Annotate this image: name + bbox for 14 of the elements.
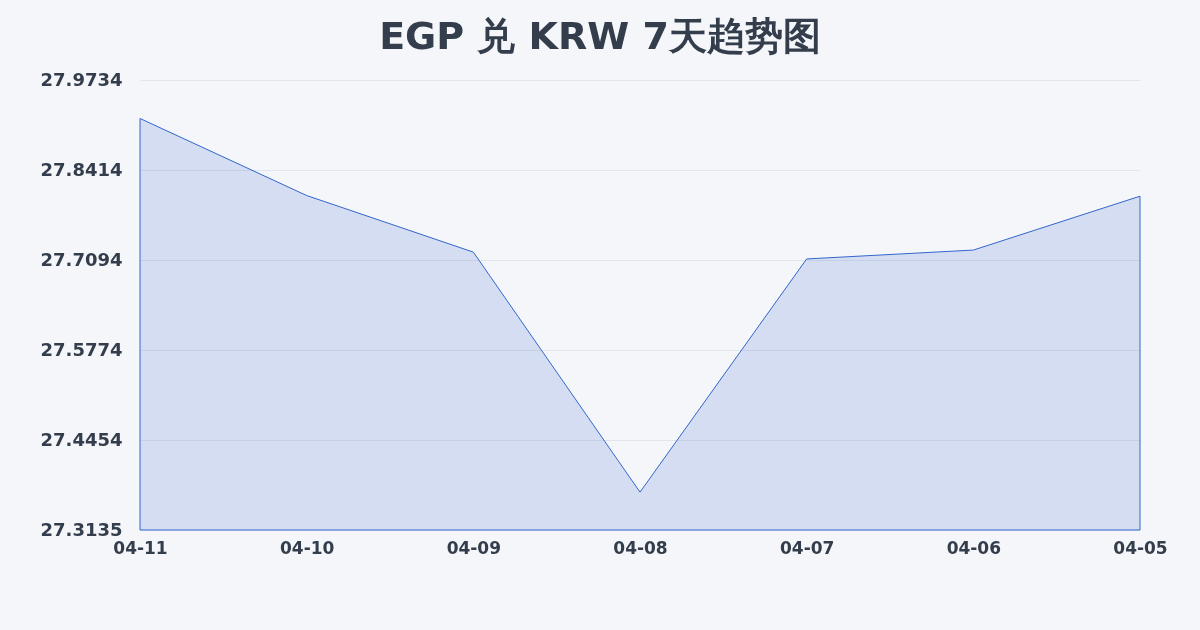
x-tick-label: 04-11 <box>113 537 168 558</box>
y-tick-label: 27.4454 <box>40 428 123 450</box>
x-tick-label: 04-10 <box>279 537 335 558</box>
x-tick-label: 04-07 <box>779 537 835 558</box>
chart-title: EGP 兑 KRW 7天趋势图 <box>379 14 821 58</box>
y-tick-label: 27.5774 <box>40 338 123 360</box>
y-tick-label: 27.9734 <box>40 68 123 90</box>
x-tick-label: 04-08 <box>613 537 668 558</box>
x-tick-label: 04-06 <box>946 537 1002 558</box>
y-tick-label: 27.8414 <box>40 158 123 180</box>
y-tick-label: 27.7094 <box>40 248 123 270</box>
y-tick-label: 27.3135 <box>40 518 123 540</box>
x-tick-label: 04-05 <box>1113 537 1168 558</box>
x-tick-label: 04-09 <box>446 537 502 558</box>
